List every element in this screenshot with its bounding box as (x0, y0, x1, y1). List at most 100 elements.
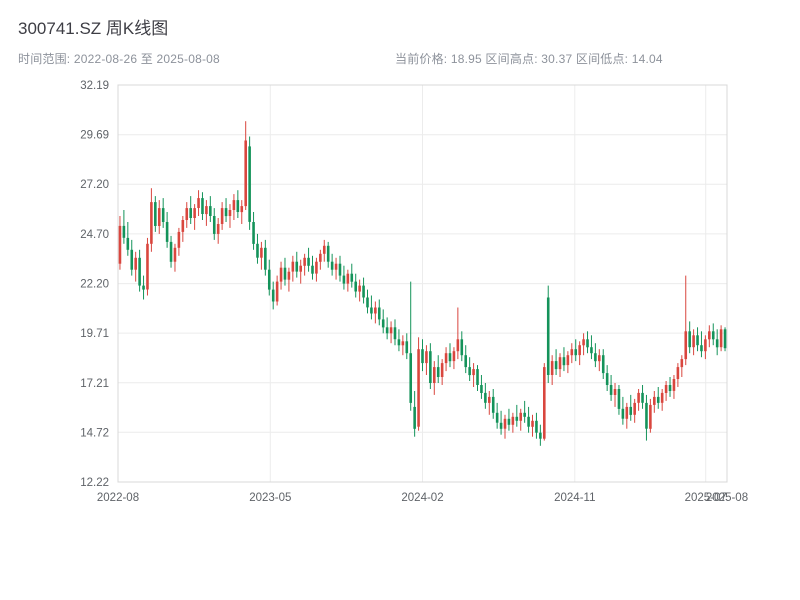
candle-body (456, 339, 460, 352)
candle-body (715, 339, 719, 348)
candle-body (287, 271, 291, 280)
candle-body (154, 202, 157, 226)
svg-text:22.20: 22.20 (80, 279, 109, 291)
candle-body (322, 245, 326, 254)
candle-body (641, 392, 644, 403)
candle-body (366, 297, 369, 308)
svg-text:2022-08: 2022-08 (97, 492, 139, 504)
candle-body (696, 335, 699, 346)
candle-body (126, 237, 130, 250)
candle-body (130, 249, 134, 270)
candle-body (440, 363, 444, 377)
candle-body (653, 396, 656, 405)
candle-body (660, 392, 664, 403)
candle-body (452, 351, 456, 362)
candle-body (676, 367, 680, 379)
price-stats-label: 当前价格: 18.95 区间高点: 30.37 区间低点: 14.04 (395, 52, 663, 66)
candle-body (236, 200, 240, 212)
svg-text:2025-07: 2025-07 (685, 492, 727, 504)
candle-body (621, 408, 625, 419)
candle-body (161, 208, 165, 222)
candle-body (362, 285, 365, 298)
candle-body (315, 261, 318, 274)
x-axis-labels: 2022-08 2023-05 2024-02 2024-11 2025-072025-… (97, 492, 748, 504)
candle-body (601, 355, 605, 374)
candle-body (613, 389, 617, 395)
candle-body (499, 422, 503, 429)
candle-body (134, 257, 137, 270)
svg-text:2024-11: 2024-11 (554, 492, 595, 504)
candle-body (664, 385, 668, 393)
candle-body (271, 289, 275, 302)
candle-body (212, 216, 216, 234)
candle-body (409, 353, 413, 403)
candle-body (629, 406, 633, 415)
candle-body (519, 412, 523, 421)
candle-body (326, 245, 330, 262)
candle-body (342, 275, 346, 284)
candle-body (484, 392, 487, 403)
svg-text:2023-05: 2023-05 (249, 492, 291, 504)
candle-body (495, 412, 499, 423)
candle-body (594, 353, 597, 362)
candle-body (527, 416, 530, 427)
candle-body (264, 247, 267, 270)
candle-body (605, 373, 609, 385)
candle-body (488, 396, 491, 403)
candle-body (248, 146, 251, 222)
candle-body (531, 420, 534, 427)
candle-body (311, 265, 314, 274)
candle-body (554, 361, 558, 370)
candle-body (374, 307, 377, 314)
candle-body (503, 418, 507, 429)
candle-body (385, 327, 389, 334)
candle-body (228, 210, 232, 216)
kline-chart: 32.19 29.69 27.20 24.70 22.20 19.71 17.21 14.72… (80, 80, 748, 504)
candle-body (425, 351, 428, 364)
candle-body (543, 367, 546, 439)
candle-body (574, 349, 578, 356)
candle-body (299, 265, 302, 272)
candle-body (511, 416, 515, 425)
candle-body (719, 329, 723, 348)
candle-body (480, 385, 483, 393)
candle-body (157, 208, 161, 226)
candle-body (291, 261, 295, 272)
candle-body (472, 369, 475, 376)
candle-body (535, 420, 538, 433)
candle-body (491, 396, 495, 413)
candle-body (267, 269, 271, 290)
candle-body (546, 297, 550, 375)
candle-body (185, 208, 189, 220)
candle-body (429, 351, 432, 383)
candle-body (680, 359, 684, 368)
svg-text:24.70: 24.70 (80, 229, 109, 241)
candle-body (142, 285, 145, 290)
candle-body (201, 198, 204, 214)
candle-body (189, 208, 192, 218)
candle-body (138, 257, 141, 286)
candle-body (295, 261, 299, 272)
candle-body (570, 349, 574, 356)
grid-lines (117, 84, 728, 483)
candle-body (464, 355, 468, 368)
candle-body (240, 206, 244, 213)
candle-body (586, 339, 589, 348)
candle-body (432, 367, 436, 383)
candle-body (350, 273, 354, 282)
candle-body (358, 285, 361, 292)
candle-body (232, 200, 236, 210)
candle-body (688, 331, 691, 348)
candle-body (476, 369, 479, 385)
candle-body (370, 307, 373, 314)
candle-body (389, 327, 393, 334)
candle-body (169, 241, 173, 262)
svg-text:12.22: 12.22 (80, 477, 109, 489)
candle-body (197, 198, 200, 208)
candle-body (649, 404, 652, 429)
candle-body (275, 281, 279, 302)
svg-text:27.20: 27.20 (80, 179, 109, 191)
candle-body (283, 267, 287, 280)
candle-body (181, 220, 185, 232)
candle-body (578, 345, 581, 356)
